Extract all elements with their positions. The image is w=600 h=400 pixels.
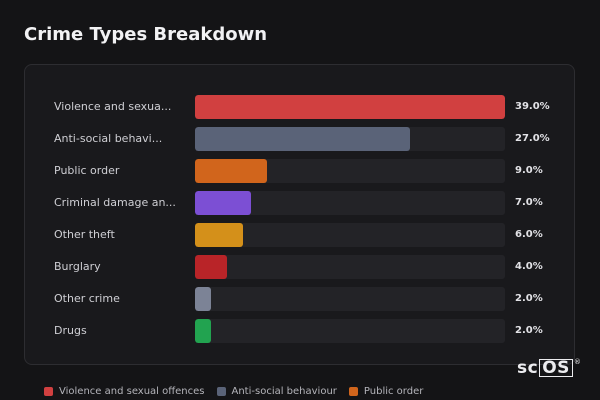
bar <box>195 159 267 183</box>
bar-track <box>195 223 505 247</box>
logo-prefix: sc <box>517 358 539 378</box>
legend-swatch <box>44 387 53 396</box>
logo-box: OS <box>539 359 573 377</box>
legend-item: Anti-social behaviour <box>216 386 337 397</box>
bar-label: Public order <box>54 164 120 177</box>
bar <box>195 223 243 247</box>
bar <box>195 287 211 311</box>
bar <box>195 255 227 279</box>
bar-track <box>195 319 505 343</box>
bar-label: Anti-social behavi... <box>54 132 163 145</box>
bar <box>195 127 410 151</box>
bar-label: Criminal damage an... <box>54 196 176 209</box>
legend-label: Violence and sexual offences <box>59 386 205 397</box>
bar-value-label: 39.0% <box>515 101 550 112</box>
chart-legend: Violence and sexual offences Anti-social … <box>44 386 423 397</box>
bar-value-label: 6.0% <box>515 229 543 240</box>
bar-track <box>195 159 505 183</box>
bar-track <box>195 191 505 215</box>
scos-logo: sc OS ® <box>517 358 581 378</box>
legend-swatch <box>216 387 226 396</box>
legend-label: Anti-social behaviour <box>231 386 337 397</box>
bar-value-label: 4.0% <box>515 261 543 272</box>
bar-track <box>195 255 505 279</box>
bar <box>195 191 251 215</box>
bar-label: Drugs <box>54 324 87 337</box>
legend-label: Public order <box>363 386 424 397</box>
bar-label: Violence and sexua... <box>54 100 172 113</box>
bar-label: Other theft <box>54 228 115 241</box>
legend-item: Public order <box>348 386 424 397</box>
chart-title: Crime Types Breakdown <box>24 24 268 45</box>
bar-track <box>195 95 505 119</box>
bar-value-label: 27.0% <box>515 133 550 144</box>
bar-label: Other crime <box>54 292 120 305</box>
bar <box>195 319 211 343</box>
bar-value-label: 2.0% <box>515 293 543 304</box>
legend-swatch <box>348 387 358 396</box>
bar-value-label: 7.0% <box>515 197 543 208</box>
bar-track <box>195 287 505 311</box>
logo-registered-mark: ® <box>573 358 582 366</box>
bar-label: Burglary <box>54 260 101 273</box>
legend-item: Violence and sexual offences <box>44 386 205 397</box>
bar-value-label: 9.0% <box>515 165 543 176</box>
bar-track <box>195 127 505 151</box>
bar <box>195 95 505 119</box>
bar-value-label: 2.0% <box>515 325 543 336</box>
